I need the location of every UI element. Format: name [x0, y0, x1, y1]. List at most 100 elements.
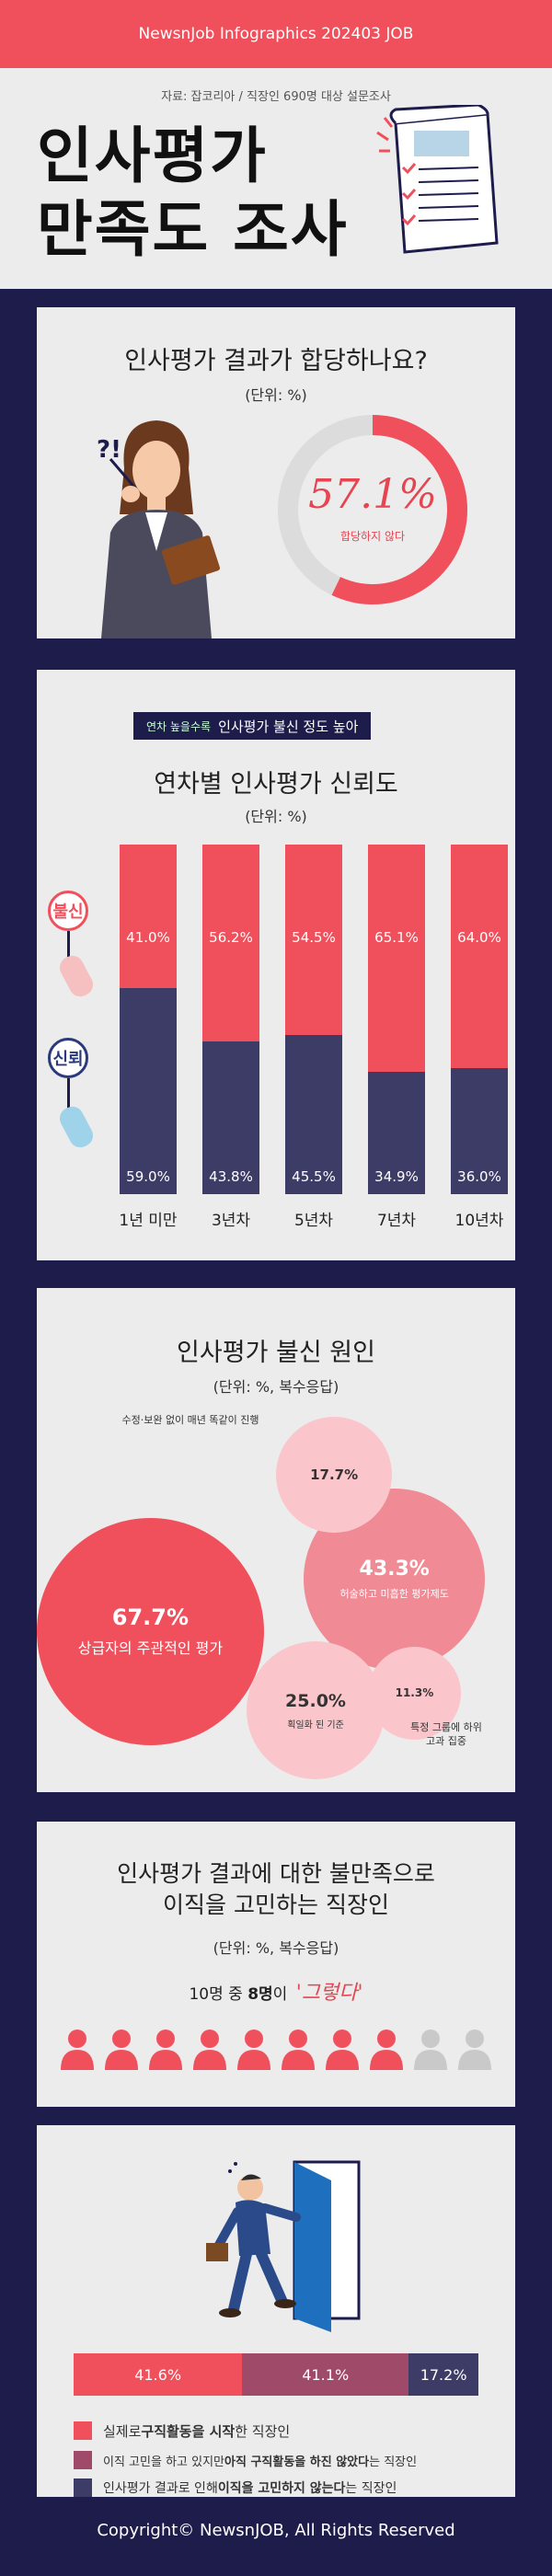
bubble-2: 25.0% 획일화 된 기준	[247, 1641, 385, 1779]
bar-2: 54.5% 45.5%	[285, 845, 342, 1194]
person-icon-empty	[414, 2030, 447, 2070]
sentence-bold: 8명	[247, 1985, 273, 2004]
trust-value-label: 59.0%	[126, 1168, 170, 1185]
legend-swatch-3	[74, 2478, 92, 2497]
bar-trust-segment	[451, 1068, 508, 1194]
trust-badge: 신뢰	[48, 1038, 88, 1078]
legend-swatch-1	[74, 2421, 92, 2440]
legend-post-3: 는 직장인	[345, 2481, 397, 2496]
section-turnover-intent: 인사평가 결과에 대한 불만족으로 이직을 고민하는 직장인 (단위: %, 복…	[37, 1822, 515, 2107]
bubble-value: 25.0%	[285, 1690, 346, 1711]
bubble-value: 67.7%	[111, 1604, 190, 1631]
bubble-value: 11.3%	[395, 1686, 434, 1700]
legend-pre-3: 인사평가 결과로 인해	[103, 2481, 218, 2496]
hbar-segment-2: 17.2%	[408, 2353, 478, 2396]
bubble-value: 43.3%	[359, 1558, 430, 1581]
header-bar: NewsnJob Infographics 202403 JOB	[0, 0, 552, 68]
person-icon-filled	[193, 2030, 226, 2070]
section-job-search: 41.6% 41.1% 17.2% 실제로 구직활동을 시작 한 직장인 이직 고민을…	[37, 2125, 515, 2497]
person-icon-filled	[149, 2030, 182, 2070]
section2-tag: 연차 높을수록 인사평가 불신 정도 높아	[133, 712, 372, 740]
legend-bold-1: 구직활동을 시작	[141, 2422, 236, 2440]
document-illustration	[376, 105, 499, 254]
legend-swatch-2	[74, 2451, 92, 2469]
section4-title: 인사평가 결과에 대한 불만족으로 이직을 고민하는 직장인	[37, 1858, 515, 1921]
legend-pre-1: 실제로	[103, 2422, 142, 2440]
distrust-badge: 불신	[48, 891, 88, 931]
donut-slice-not-justified	[331, 415, 467, 604]
person-icon-filled	[105, 2030, 138, 2070]
tag-main: 인사평가 불신 정도 높아	[218, 718, 359, 735]
section4-title-line1: 인사평가 결과에 대한 불만족으로	[117, 1860, 435, 1887]
bar-trust-segment	[120, 987, 177, 1194]
legend-item-1: 실제로 구직활동을 시작 한 직장인	[74, 2420, 290, 2442]
footer-copyright: Copyright© NewsnJOB, All Rights Reserved	[97, 2521, 455, 2540]
bubble-value: 17.7%	[310, 1466, 359, 1484]
person-icon-filled	[61, 2030, 94, 2070]
bar-trust-segment	[368, 1072, 425, 1194]
bar-distrust-segment	[285, 845, 342, 1036]
category-label: 10년차	[454, 1212, 504, 1230]
section2-title: 연차별 인사평가 신뢰도	[154, 770, 398, 799]
trust-stick	[67, 1078, 70, 1115]
man-door-illustration	[206, 2160, 361, 2332]
distrust-value-label: 41.0%	[126, 929, 170, 946]
donut-chart	[278, 415, 467, 604]
hbar-segment-0: 41.6%	[74, 2353, 243, 2396]
bubble-0: 67.7% 상급자의 주관적인 평가	[37, 1518, 264, 1745]
section3-unit: (단위: %, 복수응답)	[213, 1378, 339, 1396]
bubble-note-17: 수정·보완 없이 매년 똑같이 진행	[121, 1414, 259, 1426]
bar-0: 41.0% 59.0%	[120, 845, 177, 1194]
distrust-stick	[67, 931, 70, 964]
category-label: 7년차	[376, 1212, 417, 1230]
legend-bold-2: 아직 구직활동을 하진 않았다	[224, 2455, 370, 2469]
distrust-value-label: 54.5%	[292, 929, 336, 946]
section2-unit: (단위: %)	[245, 808, 307, 825]
handwritten-yes: '그렇다'	[295, 1982, 363, 2005]
category-label: 5년차	[293, 1212, 334, 1230]
bubble-chart: 67.7% 상급자의 주관적인 평가 43.3% 허술하고 미흡한 평가제도 25.0%…	[37, 1288, 515, 1792]
bar-distrust-segment	[202, 845, 259, 1041]
hero-source: 자료: 잡코리아 / 직장인 690명 대상 설문조사	[161, 90, 391, 104]
person-icon-filled	[326, 2030, 359, 2070]
hbar-segment-1: 41.1%	[242, 2353, 409, 2396]
legend-post-2: 는 직장인	[369, 2455, 418, 2469]
hero-title-line2: 만족도 조사	[37, 194, 349, 265]
trust-value-label: 36.0%	[457, 1168, 501, 1185]
trust-value-label: 43.8%	[209, 1168, 253, 1185]
distrust-value-label: 64.0%	[457, 929, 501, 946]
section4-title-line2: 이직을 고민하는 직장인	[163, 1892, 389, 1918]
bubble-text: 획일화 된 기준	[287, 1719, 344, 1731]
hero-title: 인사평가 만족도 조사	[37, 120, 349, 267]
donut-caption: 합당하지 않다	[339, 530, 406, 543]
exclaim-mark: ?!	[97, 436, 121, 464]
bubble-note-11: 특정 그룹에 하위 고과 집중	[410, 1721, 482, 1747]
person-icon-empty	[458, 2030, 491, 2070]
bar-trust-segment	[285, 1035, 342, 1194]
category-label: 1년 미만	[119, 1212, 178, 1230]
trust-value-label: 34.9%	[374, 1168, 419, 1185]
bar-distrust-segment	[368, 845, 425, 1073]
legend-item-2: 이직 고민을 하고 있지만 아직 구직활동을 하진 않았다 는 직장인	[74, 2449, 417, 2471]
section-distrust-causes: 인사평가 불신 원인 (단위: %, 복수응답) 67.7% 상급자의 주관적인 …	[37, 1288, 515, 1792]
category-label: 3년차	[211, 1212, 251, 1230]
donut-value: 57.1%	[308, 471, 437, 518]
legend-post-1: 한 직장인	[235, 2422, 291, 2440]
bar-distrust-segment	[120, 845, 177, 988]
person-icon-filled	[282, 2030, 315, 2070]
section1-title: 인사평가 결과가 합당하나요?	[124, 347, 428, 375]
section3-title: 인사평가 불신 원인	[177, 1339, 375, 1367]
bubble-3: 17.7%	[276, 1417, 393, 1534]
bar-trust-segment	[202, 1041, 259, 1194]
pictogram-row	[57, 2028, 499, 2074]
section-trust-by-years: 연차 높을수록 인사평가 불신 정도 높아 연차별 인사평가 신뢰도 (단위: …	[37, 670, 515, 1260]
section1-unit: (단위: %)	[245, 386, 307, 404]
distrust-value-label: 65.1%	[374, 929, 419, 946]
sentence-post: 이	[272, 1985, 288, 2004]
bar-distrust-segment	[451, 845, 508, 1069]
bar-3: 65.1% 34.9%	[368, 845, 425, 1194]
legend-bold-3: 이직을 고민하지 않는다	[217, 2481, 346, 2496]
woman-illustration	[101, 420, 221, 638]
stacked-bar-chart: 41.0% 59.0% 1년 미만 56.2% 43.8% 3년차 54.5% 45.5% 5년…	[37, 670, 515, 1260]
bar-1: 56.2% 43.8%	[202, 845, 259, 1194]
